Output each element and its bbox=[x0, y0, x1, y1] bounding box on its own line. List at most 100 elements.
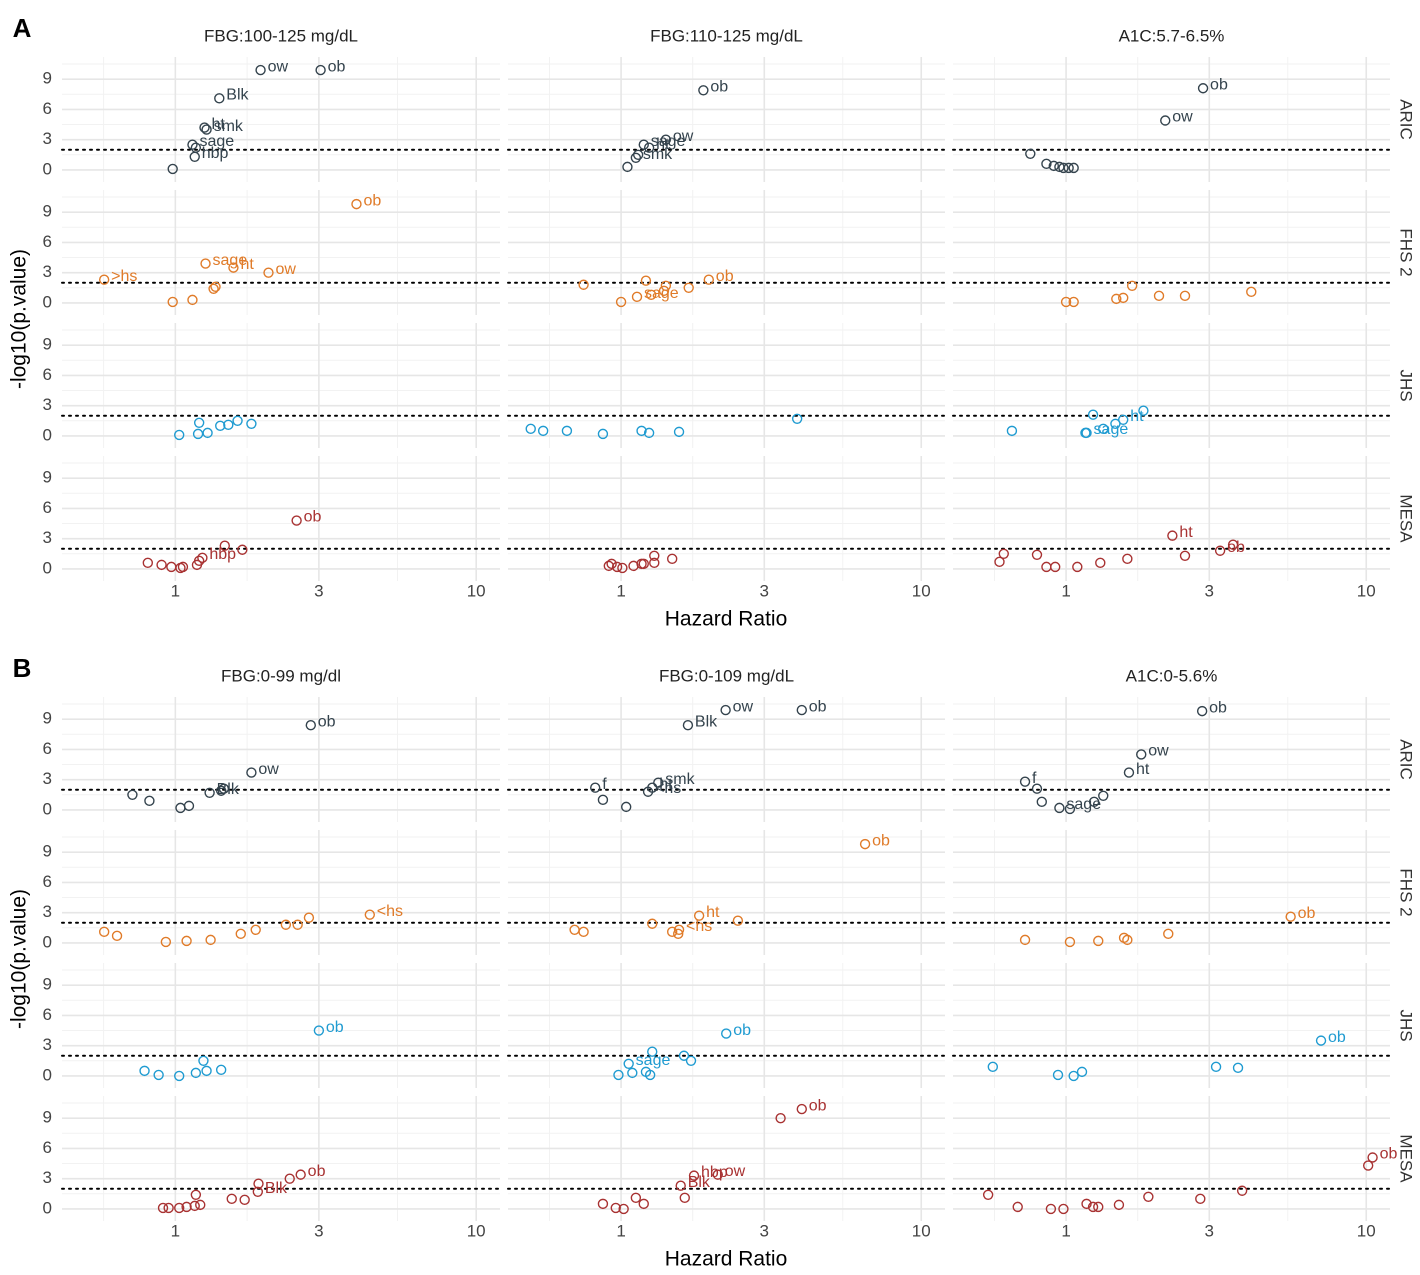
point bbox=[127, 789, 138, 800]
point-label: sage bbox=[644, 285, 679, 302]
y-tick-label: 6 bbox=[43, 872, 52, 891]
point bbox=[1285, 911, 1296, 922]
point bbox=[215, 785, 227, 796]
point bbox=[688, 1170, 700, 1181]
point bbox=[255, 64, 266, 76]
point bbox=[181, 935, 192, 947]
y-axis-title: -log10(p.value) bbox=[8, 249, 31, 389]
point bbox=[157, 1202, 169, 1214]
y-tick-label: 9 bbox=[43, 709, 52, 728]
point bbox=[1179, 550, 1191, 561]
x-tick-label: 1 bbox=[171, 1221, 180, 1240]
point bbox=[190, 1189, 202, 1200]
point bbox=[1118, 414, 1129, 425]
point bbox=[232, 415, 243, 426]
point bbox=[1052, 1069, 1064, 1081]
point bbox=[678, 1050, 690, 1061]
point bbox=[660, 134, 672, 145]
point bbox=[644, 1069, 656, 1081]
point bbox=[1098, 790, 1109, 801]
point-label: ow bbox=[258, 761, 279, 778]
point bbox=[1054, 802, 1065, 814]
point bbox=[1163, 928, 1174, 940]
point bbox=[675, 1180, 686, 1191]
point-label: ow bbox=[1172, 109, 1193, 126]
point bbox=[646, 289, 657, 301]
point bbox=[280, 919, 292, 930]
x-tick-label: 10 bbox=[912, 581, 931, 600]
point bbox=[1111, 293, 1122, 305]
y-tick-label: 0 bbox=[43, 1198, 52, 1217]
point bbox=[597, 1198, 609, 1210]
point bbox=[617, 562, 628, 574]
point bbox=[1138, 405, 1149, 416]
x-tick-label: 1 bbox=[1061, 581, 1070, 600]
y-tick-label: 0 bbox=[43, 932, 52, 951]
point bbox=[561, 425, 573, 437]
point bbox=[775, 1112, 786, 1124]
point bbox=[683, 282, 694, 293]
point bbox=[189, 151, 200, 162]
point bbox=[1143, 1191, 1154, 1203]
point bbox=[632, 149, 644, 160]
point bbox=[1087, 409, 1099, 420]
x-tick-label: 3 bbox=[1205, 1221, 1214, 1240]
point bbox=[167, 296, 178, 308]
point-label: ob bbox=[1380, 1146, 1398, 1163]
point bbox=[982, 1189, 994, 1200]
y-tick-label: 6 bbox=[43, 365, 52, 384]
point bbox=[214, 93, 225, 104]
point bbox=[111, 930, 123, 942]
panel-label: B bbox=[13, 653, 32, 683]
point bbox=[292, 919, 303, 930]
point bbox=[618, 1203, 629, 1215]
point bbox=[174, 1202, 185, 1214]
point-label: ob bbox=[1298, 905, 1316, 922]
point bbox=[284, 1173, 295, 1184]
x-tick-label: 3 bbox=[760, 1221, 769, 1240]
point bbox=[98, 274, 110, 285]
point-label: ob bbox=[1328, 1029, 1346, 1046]
point bbox=[685, 1055, 697, 1066]
point bbox=[1315, 1035, 1327, 1046]
y-tick-label: 9 bbox=[43, 202, 52, 221]
point bbox=[198, 1055, 209, 1066]
point bbox=[1006, 425, 1018, 437]
point bbox=[1048, 160, 1059, 172]
point bbox=[1122, 934, 1133, 946]
point bbox=[351, 198, 362, 210]
point-label: ob bbox=[326, 1019, 344, 1036]
y-tick-label: 0 bbox=[43, 159, 52, 178]
point bbox=[597, 794, 609, 806]
point-label: Blk bbox=[695, 713, 718, 730]
point bbox=[1064, 803, 1076, 815]
y-tick-label: 0 bbox=[43, 799, 52, 818]
point bbox=[192, 428, 204, 440]
point bbox=[796, 704, 807, 716]
point bbox=[1197, 83, 1209, 94]
point bbox=[569, 924, 580, 935]
point bbox=[246, 767, 257, 778]
x-tick-label: 10 bbox=[1357, 581, 1376, 600]
point bbox=[578, 926, 589, 938]
point bbox=[1036, 796, 1047, 808]
point bbox=[235, 928, 246, 940]
point bbox=[1113, 1199, 1125, 1211]
point bbox=[193, 555, 205, 567]
point-label: ow bbox=[733, 698, 754, 715]
y-tick-label: 0 bbox=[43, 1065, 52, 1084]
y-tick-label: 9 bbox=[43, 842, 52, 861]
point bbox=[205, 934, 216, 946]
point bbox=[1076, 1066, 1088, 1078]
point-label: f bbox=[1032, 770, 1037, 787]
point bbox=[195, 1199, 206, 1211]
strip-label: MESA bbox=[1397, 494, 1416, 543]
point bbox=[1058, 162, 1069, 174]
point bbox=[250, 924, 261, 935]
point bbox=[998, 548, 1009, 559]
point bbox=[223, 419, 234, 431]
point bbox=[295, 1169, 306, 1180]
x-axis-title: Hazard Ratio bbox=[665, 608, 788, 631]
point bbox=[153, 1069, 164, 1081]
